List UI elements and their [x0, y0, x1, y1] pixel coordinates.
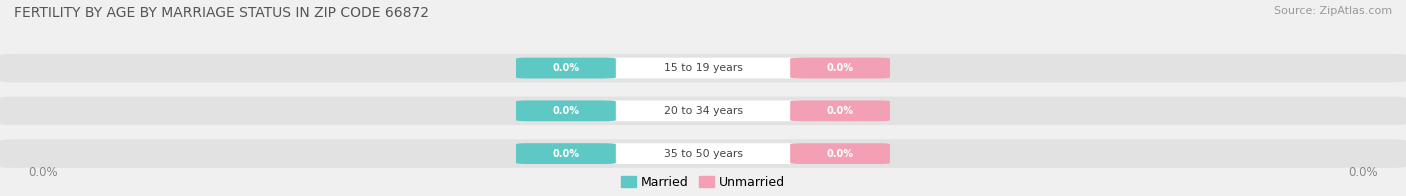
Text: 20 to 34 years: 20 to 34 years	[664, 106, 742, 116]
FancyBboxPatch shape	[790, 58, 890, 78]
Text: 0.0%: 0.0%	[553, 106, 579, 116]
FancyBboxPatch shape	[600, 58, 806, 78]
Text: Source: ZipAtlas.com: Source: ZipAtlas.com	[1274, 6, 1392, 16]
FancyBboxPatch shape	[516, 100, 616, 121]
Text: 0.0%: 0.0%	[827, 149, 853, 159]
Legend: Married, Unmarried: Married, Unmarried	[621, 176, 785, 189]
FancyBboxPatch shape	[0, 97, 1406, 125]
FancyBboxPatch shape	[516, 58, 616, 78]
FancyBboxPatch shape	[0, 139, 1406, 168]
FancyBboxPatch shape	[790, 143, 890, 164]
Text: 0.0%: 0.0%	[553, 149, 579, 159]
Text: 35 to 50 years: 35 to 50 years	[664, 149, 742, 159]
FancyBboxPatch shape	[0, 54, 1406, 82]
Text: 0.0%: 0.0%	[553, 63, 579, 73]
Text: 0.0%: 0.0%	[827, 63, 853, 73]
FancyBboxPatch shape	[790, 100, 890, 121]
FancyBboxPatch shape	[516, 143, 616, 164]
Text: 0.0%: 0.0%	[1348, 166, 1378, 179]
Text: 15 to 19 years: 15 to 19 years	[664, 63, 742, 73]
FancyBboxPatch shape	[600, 143, 806, 164]
Text: 0.0%: 0.0%	[28, 166, 58, 179]
Text: 0.0%: 0.0%	[827, 106, 853, 116]
FancyBboxPatch shape	[600, 100, 806, 121]
Text: FERTILITY BY AGE BY MARRIAGE STATUS IN ZIP CODE 66872: FERTILITY BY AGE BY MARRIAGE STATUS IN Z…	[14, 6, 429, 20]
